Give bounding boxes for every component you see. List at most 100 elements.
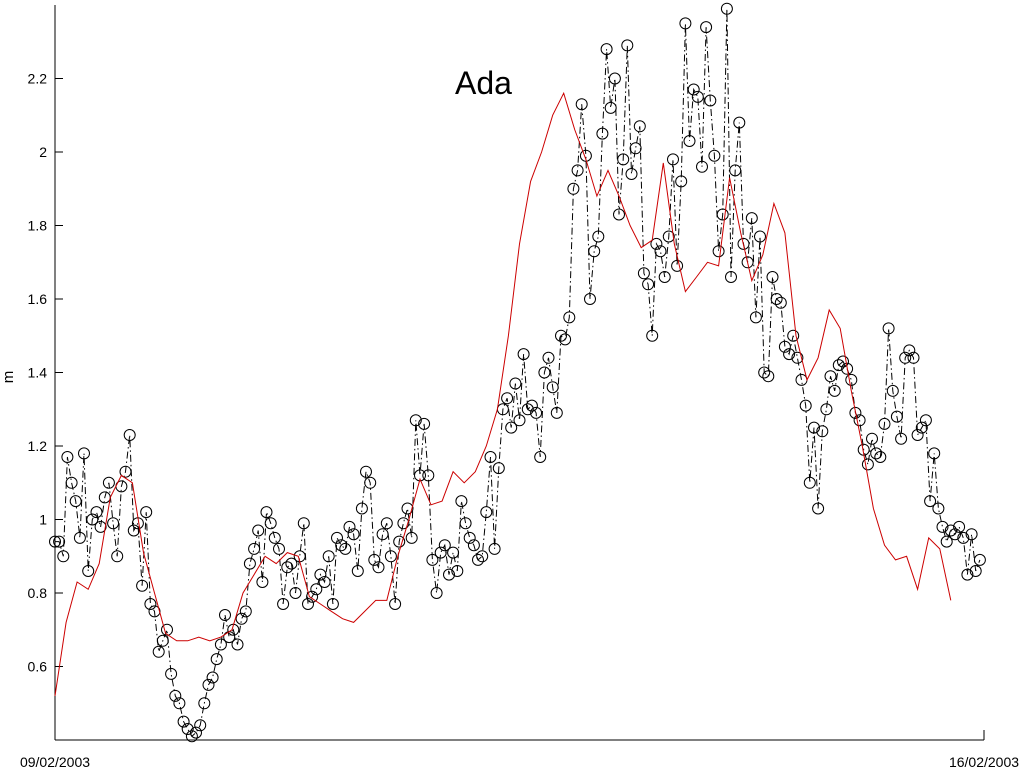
data-point bbox=[691, 90, 704, 103]
data-point bbox=[53, 535, 66, 548]
data-point bbox=[571, 164, 584, 177]
axes: 0.6 0.8 1 1.2 1.4 1.6 1.8 2 2.2 bbox=[28, 5, 985, 741]
data-point bbox=[73, 531, 86, 544]
y-tick-label: 2.2 bbox=[28, 71, 48, 87]
data-point bbox=[658, 271, 671, 283]
x-tick-label-start: 09/02/2003 bbox=[20, 754, 90, 769]
data-point bbox=[322, 550, 335, 563]
data-point bbox=[451, 565, 464, 577]
data-point bbox=[268, 531, 281, 544]
data-point bbox=[219, 609, 231, 621]
data-point bbox=[608, 72, 621, 85]
data-point bbox=[617, 153, 630, 166]
data-point bbox=[749, 311, 762, 324]
data-point bbox=[107, 517, 120, 530]
data-point bbox=[364, 476, 377, 489]
data-point bbox=[422, 469, 435, 482]
series-1 bbox=[54, 91, 952, 696]
data-point bbox=[662, 230, 675, 243]
data-point bbox=[899, 351, 912, 364]
data-point bbox=[890, 410, 903, 423]
data-point bbox=[111, 550, 124, 563]
data-point bbox=[256, 576, 269, 588]
data-point bbox=[248, 542, 261, 555]
data-point bbox=[185, 730, 198, 743]
data-point bbox=[737, 237, 750, 250]
data-point bbox=[596, 127, 609, 140]
data-point bbox=[845, 373, 858, 386]
data-point bbox=[853, 414, 866, 427]
data-point bbox=[928, 447, 941, 460]
data-point bbox=[671, 259, 684, 272]
data-point bbox=[136, 579, 149, 592]
data-point bbox=[102, 476, 115, 489]
data-point bbox=[932, 502, 945, 515]
data-point bbox=[965, 528, 978, 541]
data-point bbox=[505, 421, 518, 434]
data-point bbox=[156, 634, 169, 647]
data-point bbox=[716, 208, 729, 221]
data-point bbox=[90, 506, 103, 519]
data-point bbox=[770, 293, 783, 305]
data-point bbox=[206, 671, 219, 684]
data-point bbox=[919, 414, 932, 427]
data-point bbox=[480, 506, 493, 519]
data-point bbox=[953, 520, 966, 533]
data-point bbox=[331, 531, 343, 544]
data-point bbox=[194, 719, 207, 732]
data-point bbox=[679, 17, 692, 30]
data-point bbox=[725, 271, 737, 283]
data-point bbox=[438, 539, 451, 552]
data-point bbox=[235, 612, 248, 625]
data-point bbox=[642, 278, 655, 291]
series-0 bbox=[49, 2, 986, 743]
data-point bbox=[430, 587, 443, 599]
data-point bbox=[472, 553, 484, 566]
data-point bbox=[393, 535, 406, 548]
data-point bbox=[214, 638, 227, 651]
data-point bbox=[401, 502, 414, 515]
data-point bbox=[181, 723, 194, 735]
data-point bbox=[314, 568, 327, 581]
data-point bbox=[418, 417, 431, 430]
y-tick-label: 1.2 bbox=[28, 438, 48, 454]
data-point bbox=[343, 520, 356, 533]
data-point bbox=[579, 149, 592, 162]
data-point bbox=[335, 539, 348, 552]
data-point bbox=[791, 351, 804, 364]
data-point bbox=[302, 598, 314, 610]
data-point bbox=[600, 43, 613, 56]
data-point bbox=[745, 212, 758, 225]
y-tick-label: 1.4 bbox=[28, 365, 48, 381]
data-point bbox=[447, 546, 460, 559]
data-point bbox=[509, 377, 522, 390]
data-point bbox=[633, 120, 646, 133]
data-point bbox=[820, 403, 833, 416]
data-point bbox=[426, 553, 439, 566]
data-point bbox=[277, 598, 290, 610]
data-point bbox=[654, 245, 667, 258]
data-point bbox=[559, 333, 572, 346]
data-point bbox=[476, 550, 489, 563]
data-point bbox=[127, 524, 140, 537]
data-point bbox=[696, 160, 708, 173]
data-point bbox=[940, 535, 953, 548]
data-point bbox=[372, 561, 385, 574]
data-point bbox=[754, 230, 766, 243]
data-point bbox=[231, 638, 244, 651]
data-point bbox=[488, 542, 501, 555]
data-point bbox=[534, 451, 547, 463]
data-point bbox=[297, 517, 310, 530]
data-point bbox=[260, 506, 273, 519]
data-point bbox=[463, 531, 476, 544]
data-point bbox=[799, 399, 812, 412]
data-point bbox=[517, 348, 530, 361]
data-point bbox=[704, 94, 717, 107]
data-point bbox=[604, 101, 617, 114]
data-point bbox=[306, 590, 319, 603]
data-point bbox=[169, 689, 182, 702]
data-point bbox=[198, 697, 211, 710]
data-point bbox=[173, 697, 186, 710]
data-point bbox=[903, 344, 916, 357]
data-point bbox=[492, 462, 505, 475]
